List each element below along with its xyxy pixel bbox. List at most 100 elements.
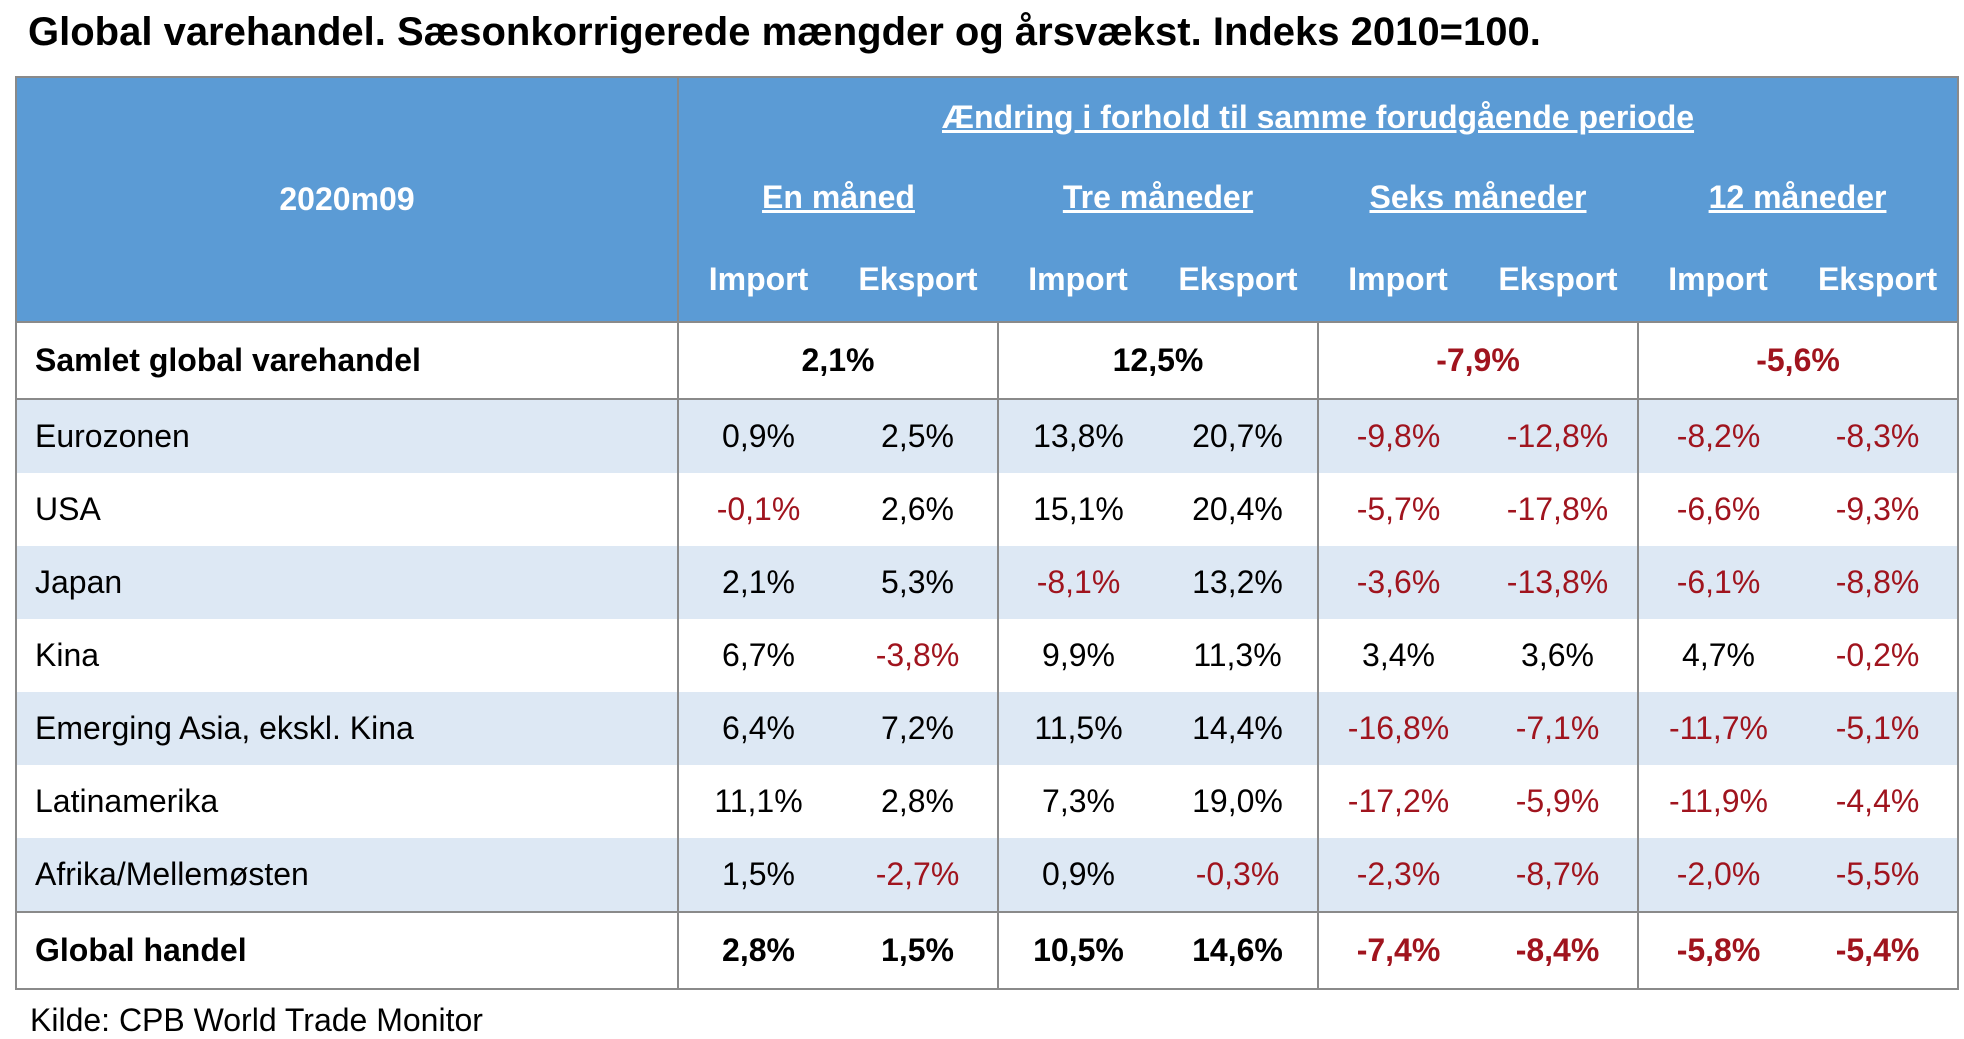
corner-cell: 2020m09 xyxy=(16,77,679,322)
cell: 11,1% xyxy=(714,783,803,819)
row-label: Emerging Asia, ekskl. Kina xyxy=(16,692,679,765)
table-row: Japan 2,1% 5,3% -8,1% 13,2% -3,6% -13,8% -6,1% -… xyxy=(16,546,1959,619)
cell: -5,9% xyxy=(1515,783,1600,819)
cell: -8,3% xyxy=(1798,399,1959,473)
row-label: Afrika/Mellemøsten xyxy=(16,838,679,912)
cell: -5,6% xyxy=(1636,321,1959,400)
cell: 2,8% xyxy=(677,911,838,990)
group-name: En måned xyxy=(678,157,998,237)
cell: -8,8% xyxy=(1798,546,1959,619)
cell: 2,1% xyxy=(677,321,998,400)
subheader: Import xyxy=(1638,237,1798,322)
cell: -3,8% xyxy=(875,637,960,673)
cell: 19,0% xyxy=(1192,783,1283,819)
cell: 20,4% xyxy=(1192,491,1283,527)
cell: -7,9% xyxy=(1317,321,1638,400)
cell: 13,2% xyxy=(1158,546,1318,619)
cell: 20,7% xyxy=(1158,399,1318,473)
header-row: En måned Tre måneder Seks måneder 12 månede… xyxy=(16,157,1959,237)
cell: -7,4% xyxy=(1317,911,1478,990)
cell: -7,1% xyxy=(1478,692,1638,765)
cell: 2,5% xyxy=(838,399,998,473)
subheader: Import xyxy=(998,237,1158,322)
subheader: Import xyxy=(1318,237,1478,322)
cell: 0,9% xyxy=(997,838,1158,912)
cell: 2,1% xyxy=(678,546,838,619)
table-row: USA -0,1% 2,6% 15,1% 20,4% -5,7% -17,8% -6,6% -9… xyxy=(16,473,1958,546)
trade-table: 2020m09 Ændring i forhold til samme forud… xyxy=(15,76,1960,990)
cell: 1,5% xyxy=(838,911,998,990)
cell: 3,4% xyxy=(1317,619,1478,692)
cell: -4,4% xyxy=(1835,783,1920,819)
cell: -6,6% xyxy=(1637,473,1798,546)
row-label: Latinamerika xyxy=(16,765,679,838)
cell: -0,3% xyxy=(1158,838,1318,912)
cell: 4,7% xyxy=(1637,619,1798,692)
cell: 11,5% xyxy=(997,692,1158,765)
cell: -11,9% xyxy=(1637,765,1798,838)
cell: 9,9% xyxy=(997,619,1158,692)
cell: -8,7% xyxy=(1478,838,1638,912)
cell: -2,0% xyxy=(1637,838,1798,912)
row-label: USA xyxy=(16,473,679,546)
cell: -2,7% xyxy=(838,838,998,912)
cell: -5,4% xyxy=(1798,911,1959,990)
cell: -5,1% xyxy=(1798,692,1959,765)
cell: -5,5% xyxy=(1798,838,1959,912)
row-label: Japan xyxy=(16,546,679,619)
table-body: Samlet global varehandel 2,1% 12,5% -7,9% -5… xyxy=(16,321,1959,990)
cell: 11,3% xyxy=(1193,637,1282,673)
cell: -16,8% xyxy=(1317,692,1478,765)
group-name: Tre måneder xyxy=(998,157,1318,237)
cell: 7,3% xyxy=(997,765,1158,838)
cell: 2,8% xyxy=(881,783,954,819)
cell: -0,1% xyxy=(716,491,801,527)
cell: -8,1% xyxy=(997,546,1158,619)
cell: 14,4% xyxy=(1158,692,1318,765)
table-row: Afrika/Mellemøsten 1,5% -2,7% 0,9% -0,3% -2,3… xyxy=(16,838,1959,912)
table-header: 2020m09 Ændring i forhold til samme forud… xyxy=(16,77,1959,322)
cell: 12,5% xyxy=(997,321,1318,400)
cell: 14,6% xyxy=(1158,911,1318,990)
row-label: Global handel xyxy=(16,911,679,990)
cell: -13,8% xyxy=(1478,546,1638,619)
cell: -0,2% xyxy=(1835,637,1920,673)
cell: -8,4% xyxy=(1478,911,1638,990)
header-row: 2020m09 Ændring i forhold til samme forud… xyxy=(16,77,1959,322)
source: Kilde: CPB World Trade Monitor xyxy=(30,1002,483,1038)
cell: -12,8% xyxy=(1478,399,1638,473)
subheader: Eksport xyxy=(1478,237,1638,322)
cell: -17,8% xyxy=(1506,491,1609,527)
cell: 1,5% xyxy=(678,838,838,912)
cell: -5,8% xyxy=(1637,911,1798,990)
row-label: Eurozonen xyxy=(16,399,679,473)
cell: -8,2% xyxy=(1637,399,1798,473)
cell: 7,2% xyxy=(838,692,998,765)
cell: -9,8% xyxy=(1317,399,1478,473)
group-name: Seks måneder xyxy=(1318,157,1638,237)
cell: -3,6% xyxy=(1317,546,1478,619)
header-row: Import Eksport Import Eksport Import Eksport I… xyxy=(16,237,1959,322)
table-row: Kina 6,7% -3,8% 9,9% 11,3% 3,4% 3,6% 4,7% -0,2% xyxy=(16,619,1958,692)
cell: 6,7% xyxy=(722,637,795,673)
group-header: Ændring i forhold til samme forudgående … xyxy=(678,77,1959,157)
cell: -11,7% xyxy=(1637,692,1798,765)
row-label: Kina xyxy=(16,619,679,692)
subheader: Eksport xyxy=(1798,237,1959,322)
subheader: Eksport xyxy=(838,237,998,322)
table-row: Global handel 2,8% 1,5% 10,5% 14,6% -7,4% -8,4… xyxy=(16,911,1959,990)
row-label: Samlet global varehandel xyxy=(16,321,679,400)
title: Global varehandel. Sæsonkorrigerede mæng… xyxy=(28,10,1541,54)
cell: 0,9% xyxy=(678,399,838,473)
subheader: Import xyxy=(678,237,838,322)
table-row: Latinamerika 11,1% 2,8% 7,3% 19,0% -17,2% -5,9… xyxy=(16,765,1958,838)
cell: 13,8% xyxy=(997,399,1158,473)
cell: 10,5% xyxy=(997,911,1158,990)
table-row: Eurozonen 0,9% 2,5% 13,8% 20,7% -9,8% -12,8% -8… xyxy=(16,399,1959,473)
cell: 3,6% xyxy=(1521,637,1594,673)
table-row: Emerging Asia, ekskl. Kina 6,4% 7,2% 11,5% 1… xyxy=(16,692,1959,765)
group-name: 12 måneder xyxy=(1638,157,1959,237)
cell: -17,2% xyxy=(1317,765,1478,838)
cell: -9,3% xyxy=(1835,491,1920,527)
